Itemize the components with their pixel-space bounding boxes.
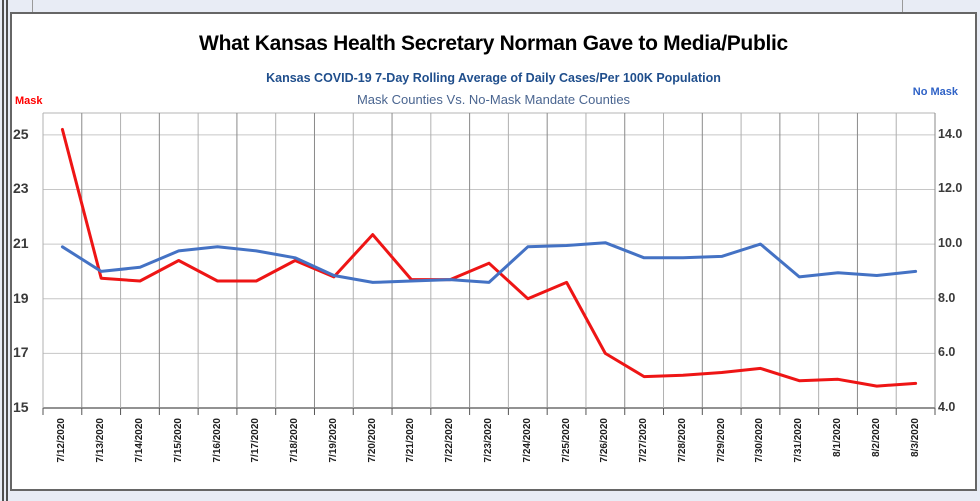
y-tick-label-left: 25 (13, 125, 29, 142)
chart-subtitle-2: Mask Counties Vs. No-Mask Mandate Counti… (356, 92, 631, 107)
x-tick-label: 7/27/2020 (638, 418, 650, 463)
y-tick-label-right: 8.0 (938, 290, 956, 305)
x-tick-label: 8/3/2020 (909, 418, 921, 457)
right-axis-label-no-mask: No Mask (912, 86, 958, 98)
x-tick-label: 7/18/2020 (289, 418, 301, 463)
x-tick-label: 8/2/2020 (870, 418, 882, 457)
chart-subtitle: Kansas COVID-19 7-Day Rolling Average of… (266, 71, 721, 85)
x-tick-label: 7/29/2020 (715, 418, 727, 463)
chart-title: What Kansas Health Secretary Norman Gave… (199, 32, 788, 55)
window-edge-line (2, 0, 4, 501)
x-tick-label: 7/24/2020 (521, 418, 533, 463)
plot-area (42, 112, 936, 415)
y-tick-label-right: 6.0 (938, 345, 956, 360)
x-tick-label: 7/14/2020 (133, 418, 145, 463)
x-tick-label: 8/1/2020 (832, 418, 844, 457)
x-tick-label: 7/21/2020 (405, 418, 417, 463)
x-tick-label: 7/25/2020 (560, 418, 572, 463)
window-edge-line (6, 0, 8, 501)
y-tick-label-left: 23 (13, 180, 29, 197)
x-tick-label: 7/23/2020 (483, 418, 494, 463)
y-tick-label-left: 21 (13, 235, 29, 252)
y-tick-label-right: 14.0 (938, 126, 963, 141)
window-artifact-line (32, 0, 33, 13)
x-tick-label: 7/16/2020 (211, 418, 223, 463)
y-tick-label-left: 15 (13, 399, 29, 415)
y-tick-label-right: 4.0 (938, 400, 956, 414)
x-tick-label: 7/13/2020 (95, 418, 107, 463)
x-tick-label: 7/22/2020 (444, 418, 456, 463)
x-tick-label: 7/12/2020 (56, 418, 68, 463)
x-tick-label: 7/15/2020 (172, 418, 184, 463)
left-axis-label-mask: Mask (15, 95, 43, 107)
y-tick-label-left: 17 (13, 344, 29, 361)
x-tick-label: 7/28/2020 (676, 418, 688, 463)
x-tick-label: 7/17/2020 (250, 418, 262, 463)
series-line-no-mask (60, 241, 918, 284)
x-tick-label: 7/26/2020 (599, 418, 611, 463)
x-tick-label: 7/19/2020 (327, 418, 339, 463)
y-tick-label-right: 12.0 (938, 181, 963, 196)
x-tick-label: 7/31/2020 (793, 418, 805, 463)
y-tick-label-left: 19 (13, 289, 29, 306)
window-artifact-line (902, 0, 903, 13)
x-tick-label: 7/20/2020 (366, 418, 378, 463)
x-tick-label: 7/30/2020 (754, 418, 766, 463)
y-tick-label-right: 10.0 (938, 236, 963, 251)
chart-panel: What Kansas Health Secretary Norman Gave… (10, 12, 977, 491)
series-line-mask (60, 127, 918, 388)
